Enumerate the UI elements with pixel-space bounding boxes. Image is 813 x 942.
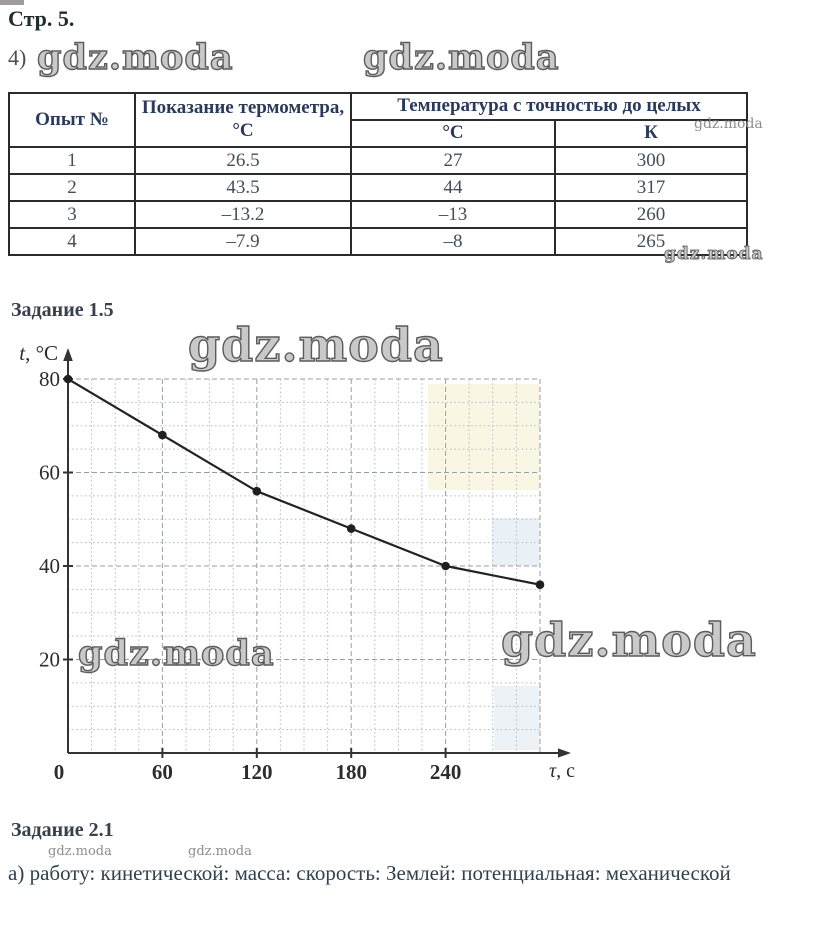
chart-element: , с (556, 760, 575, 782)
watermark: gdz.moda (188, 844, 252, 859)
table-cell: –13.2 (134, 200, 352, 229)
chart-element: τ (549, 760, 557, 782)
watermark: gdz.moda (77, 633, 275, 674)
chart-element: , °C (25, 341, 58, 365)
table-cell: 3 (8, 200, 136, 229)
table-header-row-2: °С К (9, 119, 748, 148)
scan-tint (492, 518, 540, 566)
y-axis-arrow-icon (63, 348, 73, 361)
data-point (158, 430, 167, 440)
x-tick-label: 120 (241, 760, 273, 784)
x-tick-label: 60 (152, 760, 173, 784)
table-body: 1 26.5 27 300 2 43.5 44 317 3 –13.2 –13 260 4 –7.9 –8 2… (8, 146, 748, 256)
table-cell: 26.5 (134, 146, 352, 175)
table-cell: 43.5 (134, 173, 352, 202)
x-tick-label: 180 (335, 760, 367, 784)
table-header-row-1: Опыт № Показание термометра, °С Температ… (8, 92, 748, 148)
watermark: gdz.moda (48, 844, 112, 859)
grid (68, 378, 541, 753)
series-line (67, 378, 541, 586)
x-tick-label: 240 (430, 760, 462, 784)
table-cell: –13 (350, 200, 556, 229)
col-header-celsius: °С (350, 119, 556, 148)
y-tick-label: 80 (39, 367, 60, 391)
scan-artifact-smudge (0, 0, 24, 5)
table-row: 4 –7.9 –8 265 (8, 227, 748, 256)
table-cell: 1 (8, 146, 136, 175)
page-label: Стр. 5. (8, 6, 75, 31)
watermark: gdz.moda (500, 613, 757, 667)
measurements-table: Опыт № Показание термометра, °С Температ… (8, 92, 748, 256)
section-title-task-2-1: Задание 2.1 (11, 819, 114, 841)
watermark: gdz.moda (362, 37, 560, 78)
table-cell: 317 (554, 173, 748, 202)
y-tick-label: 40 (39, 554, 60, 578)
y-tick-label: 20 (39, 648, 60, 672)
table-cell: –8 (350, 227, 556, 256)
table-cell: 300 (554, 146, 748, 175)
answer-line-a: а) работу: кинетической: масса: скорость… (8, 861, 731, 885)
x-axis-arrow-icon (558, 748, 571, 758)
data-point (535, 580, 545, 589)
col-header-temperature: Температура с точностью до целых (350, 92, 748, 121)
table-cell: 44 (350, 173, 556, 202)
table-cell: 260 (554, 200, 748, 229)
table-header: Опыт № Показание термометра, °С Температ… (8, 92, 748, 148)
col-header-experiment: Опыт № (8, 92, 136, 148)
chart-element: t (19, 341, 26, 365)
item-number-label: 4) (8, 45, 27, 70)
table-cell: 27 (350, 146, 556, 175)
data-point (252, 486, 262, 496)
col-header-kelvin: К (554, 119, 748, 148)
table-cell: 265 (554, 227, 748, 256)
table-row: 3 –13.2 –13 260 (8, 200, 748, 229)
axes: 0 60 120 180 240 20 40 60 80 (39, 348, 571, 784)
table-row: 2 43.5 44 317 (8, 173, 748, 202)
table-cell: 4 (8, 227, 136, 256)
data-point (63, 374, 73, 384)
table-row: 1 26.5 27 300 (8, 146, 748, 175)
x-tick-label: 0 (54, 760, 65, 784)
col-header-thermometer: Показание термометра, °С (134, 92, 352, 148)
data-point (346, 524, 356, 533)
data-point (441, 561, 450, 571)
y-axis-label: t, °C (19, 341, 58, 365)
scan-tint (494, 686, 540, 750)
watermark: gdz.moda (187, 318, 444, 372)
y-tick-label: 60 (39, 461, 60, 485)
table-cell: 2 (8, 173, 136, 202)
watermark: gdz.moda (36, 37, 234, 78)
table-cell: –7.9 (134, 227, 352, 256)
scan-tint (428, 384, 540, 490)
x-axis-label: τ, с (549, 760, 575, 782)
section-title-task-1-5: Задание 1.5 (11, 299, 114, 321)
